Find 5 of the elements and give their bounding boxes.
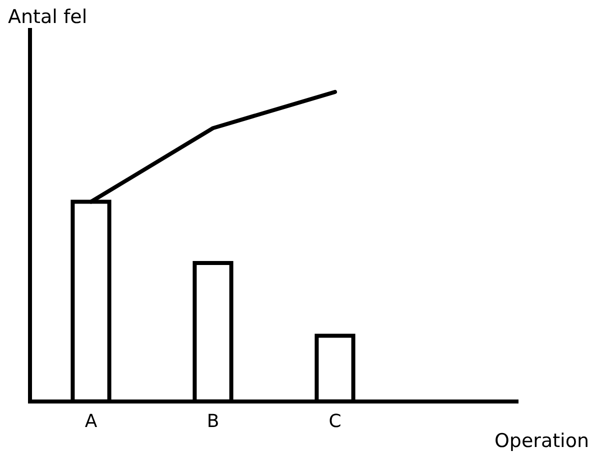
- x-axis-title: Operation: [494, 430, 589, 452]
- x-tick-label: B: [206, 410, 220, 432]
- x-tick-label: A: [84, 410, 98, 432]
- x-tick-label: C: [328, 410, 342, 432]
- y-axis-title: Antal fel: [8, 6, 88, 28]
